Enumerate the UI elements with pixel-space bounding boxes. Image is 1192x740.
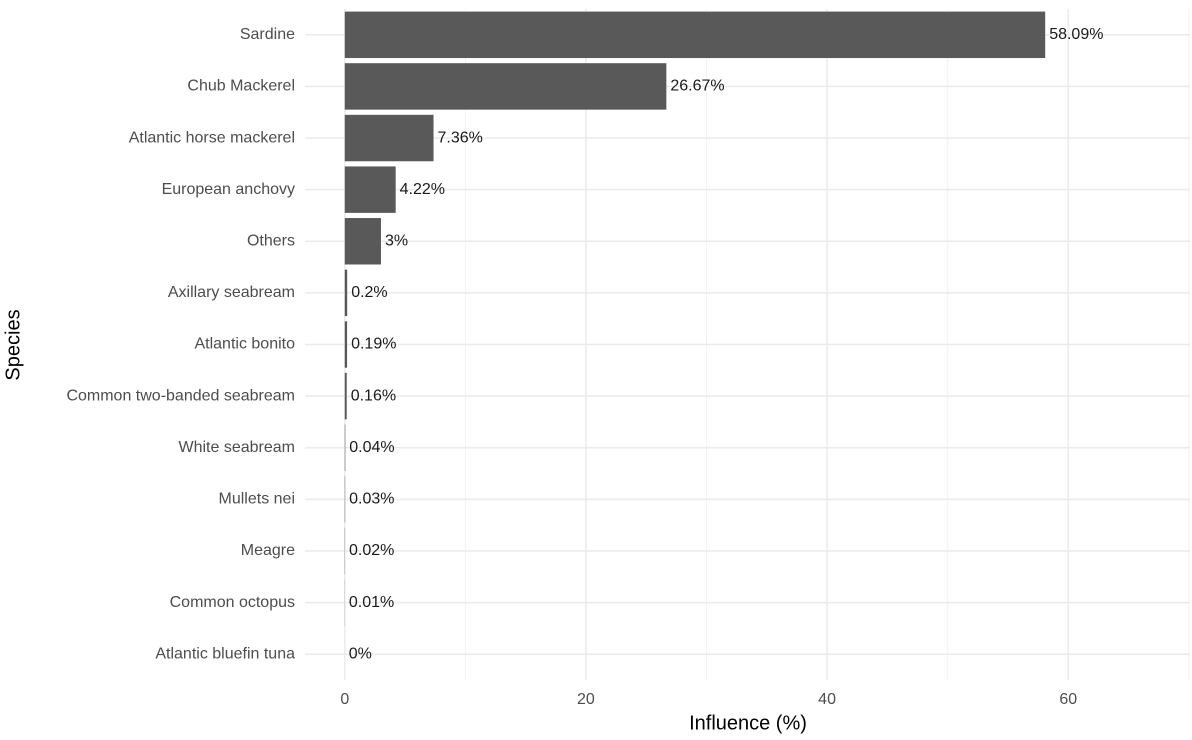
y-tick-label: Axillary seabream xyxy=(168,284,295,301)
y-axis-title: Species xyxy=(2,309,24,380)
bar xyxy=(344,114,434,162)
value-label: 26.67% xyxy=(670,78,724,95)
y-tick-label: White seabream xyxy=(179,439,296,456)
y-tick-label: Common two-banded seabream xyxy=(66,387,295,404)
value-label: 0.04% xyxy=(349,439,394,456)
value-label: 3% xyxy=(385,232,408,249)
value-label: 0.03% xyxy=(349,491,394,508)
value-label: 0.02% xyxy=(349,542,394,559)
y-tick-label: Atlantic bluefin tuna xyxy=(155,645,295,662)
y-tick-label: Others xyxy=(247,232,295,249)
value-label: 0.16% xyxy=(351,387,396,404)
y-tick-label: Mullets nei xyxy=(219,491,295,508)
bar xyxy=(344,269,348,317)
value-label: 58.09% xyxy=(1049,26,1103,43)
x-tick-label: 60 xyxy=(1059,691,1077,708)
value-label: 0.01% xyxy=(349,594,394,611)
bar xyxy=(344,321,348,368)
y-tick-label: Sardine xyxy=(240,26,295,43)
y-tick-label: Chub Mackerel xyxy=(187,78,295,95)
x-tick-label: 20 xyxy=(577,691,595,708)
bar xyxy=(344,166,396,213)
y-tick-label: Common octopus xyxy=(170,594,295,611)
y-tick-label: European anchovy xyxy=(162,181,295,198)
value-label: 0.2% xyxy=(351,284,387,301)
x-tick-label: 0 xyxy=(340,691,349,708)
y-tick-label: Meagre xyxy=(241,542,295,559)
value-label: 7.36% xyxy=(438,129,483,146)
value-label: 4.22% xyxy=(400,181,445,198)
value-label: 0.19% xyxy=(351,336,396,353)
x-tick-label: 40 xyxy=(818,691,836,708)
bar xyxy=(344,63,667,110)
x-axis-title: Influence (%) xyxy=(689,712,807,734)
y-tick-label: Atlantic bonito xyxy=(194,336,295,353)
bar xyxy=(344,372,347,420)
bar xyxy=(344,11,1046,59)
bar xyxy=(344,218,381,265)
y-tick-label: Atlantic horse mackerel xyxy=(129,129,295,146)
value-label: 0% xyxy=(349,645,372,662)
